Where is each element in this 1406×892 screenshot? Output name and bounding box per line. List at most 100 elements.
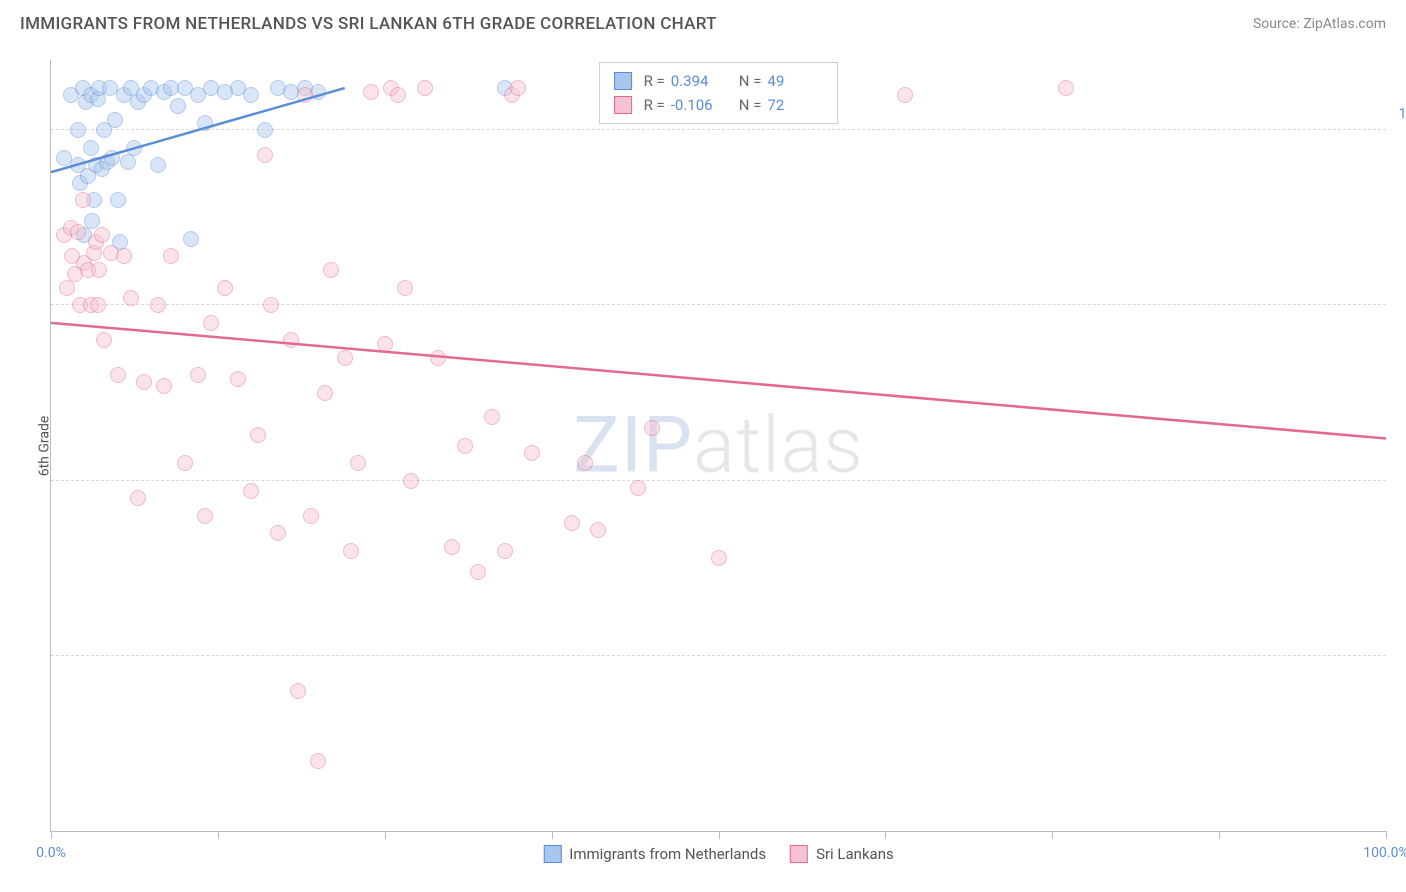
legend-row-1: R = 0.394 N = 49: [614, 69, 824, 93]
legend-label: Sri Lankans: [816, 845, 894, 863]
xtick: [1052, 831, 1053, 839]
watermark: ZIPatlas: [573, 400, 864, 491]
n-value-1: 49: [767, 69, 823, 93]
data-point: [524, 445, 540, 461]
data-point: [116, 248, 132, 264]
data-point: [177, 455, 193, 471]
legend-label: Immigrants from Netherlands: [569, 845, 766, 863]
data-point: [75, 192, 91, 208]
watermark-zip: ZIP: [573, 400, 693, 491]
data-point: [104, 150, 120, 166]
data-point: [343, 543, 359, 559]
data-point: [197, 115, 213, 131]
data-point: [136, 374, 152, 390]
gridline: [51, 655, 1386, 656]
source-label: Source: ZipAtlas.com: [1253, 16, 1386, 32]
data-point: [283, 332, 299, 348]
data-point: [630, 480, 646, 496]
swatch-icon: [790, 845, 808, 863]
watermark-atlas: atlas: [693, 400, 864, 491]
n-value-2: 72: [767, 93, 823, 117]
data-point: [230, 371, 246, 387]
data-point: [897, 87, 913, 103]
data-point: [417, 80, 433, 96]
plot-region: R = 0.394 N = 49 R = -0.106 N = 72 ZIPat…: [50, 60, 1386, 832]
data-point: [497, 543, 513, 559]
data-point: [317, 385, 333, 401]
xtick: [1219, 831, 1220, 839]
data-point: [102, 80, 118, 96]
data-point: [156, 378, 172, 394]
data-point: [70, 224, 86, 240]
data-point: [243, 87, 259, 103]
data-point: [397, 280, 413, 296]
xtick-label: 100.0%: [1363, 845, 1406, 861]
gridline: [51, 304, 1386, 305]
data-point: [120, 154, 136, 170]
data-point: [337, 350, 353, 366]
gridline: [51, 129, 1386, 130]
data-point: [377, 336, 393, 352]
data-point: [257, 122, 273, 138]
data-point: [96, 332, 112, 348]
xtick: [1386, 831, 1387, 839]
data-point: [403, 473, 419, 489]
data-point: [190, 367, 206, 383]
data-point: [457, 438, 473, 454]
data-point: [1058, 80, 1074, 96]
data-point: [390, 87, 406, 103]
legend-item-srilankan: Sri Lankans: [790, 845, 894, 863]
data-point: [263, 297, 279, 313]
regression-line: [51, 323, 1386, 439]
data-point: [90, 297, 106, 313]
data-point: [130, 490, 146, 506]
data-point: [250, 427, 266, 443]
data-point: [323, 262, 339, 278]
data-point: [303, 508, 319, 524]
swatch-icon: [543, 845, 561, 863]
r-value-2: -0.106: [671, 93, 727, 117]
data-point: [310, 84, 326, 100]
r-value-1: 0.394: [671, 69, 727, 93]
correlation-legend: R = 0.394 N = 49 R = -0.106 N = 72: [599, 62, 839, 124]
data-point: [94, 227, 110, 243]
data-point: [243, 483, 259, 499]
data-point: [297, 87, 313, 103]
data-point: [363, 84, 379, 100]
gridline: [51, 480, 1386, 481]
xtick: [51, 831, 52, 839]
data-point: [163, 248, 179, 264]
data-point: [564, 515, 580, 531]
xtick: [218, 831, 219, 839]
n-label: N =: [739, 69, 762, 93]
data-point: [430, 350, 446, 366]
data-point: [150, 157, 166, 173]
data-point: [83, 140, 99, 156]
chart-area: R = 0.394 N = 49 R = -0.106 N = 72 ZIPat…: [50, 60, 1386, 832]
data-point: [170, 98, 186, 114]
data-point: [110, 192, 126, 208]
data-point: [183, 231, 199, 247]
data-point: [270, 525, 286, 541]
xtick: [552, 831, 553, 839]
chart-title: IMMIGRANTS FROM NETHERLANDS VS SRI LANKA…: [20, 14, 717, 34]
data-point: [197, 508, 213, 524]
data-point: [126, 140, 142, 156]
data-point: [310, 753, 326, 769]
xtick: [719, 831, 720, 839]
data-point: [470, 564, 486, 580]
data-point: [150, 297, 166, 313]
regression-lines: [51, 60, 1386, 831]
data-point: [91, 262, 107, 278]
swatch-srilankan: [614, 96, 632, 114]
data-point: [123, 290, 139, 306]
data-point: [711, 550, 727, 566]
legend-row-2: R = -0.106 N = 72: [614, 93, 824, 117]
xtick: [885, 831, 886, 839]
data-point: [257, 147, 273, 163]
data-point: [644, 420, 660, 436]
data-point: [577, 455, 593, 471]
n-label: N =: [739, 93, 762, 117]
data-point: [484, 409, 500, 425]
r-label: R =: [644, 93, 665, 117]
